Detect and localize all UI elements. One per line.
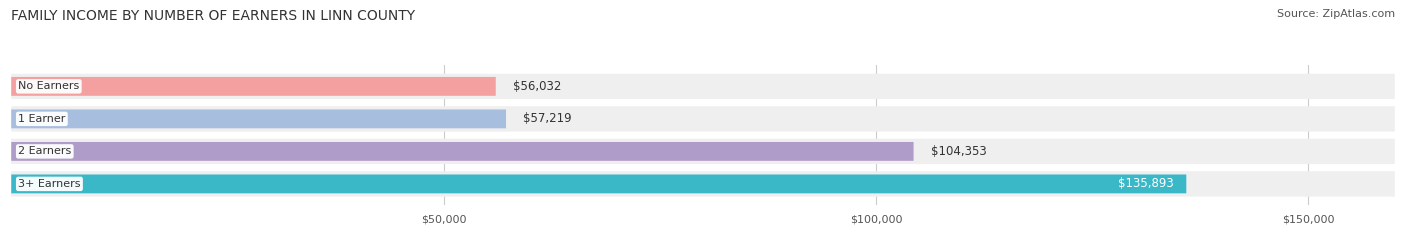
Text: $57,219: $57,219 [523, 112, 572, 125]
FancyBboxPatch shape [11, 74, 1395, 99]
Text: Source: ZipAtlas.com: Source: ZipAtlas.com [1277, 9, 1395, 19]
Text: $104,353: $104,353 [931, 145, 987, 158]
FancyBboxPatch shape [11, 106, 1395, 132]
FancyBboxPatch shape [11, 139, 1395, 164]
FancyBboxPatch shape [11, 171, 1395, 197]
FancyBboxPatch shape [11, 142, 914, 161]
FancyBboxPatch shape [11, 175, 1187, 193]
Text: $56,032: $56,032 [513, 80, 561, 93]
FancyBboxPatch shape [11, 77, 496, 96]
FancyBboxPatch shape [11, 110, 506, 128]
Text: 1 Earner: 1 Earner [18, 114, 66, 124]
Text: FAMILY INCOME BY NUMBER OF EARNERS IN LINN COUNTY: FAMILY INCOME BY NUMBER OF EARNERS IN LI… [11, 9, 415, 23]
Text: 3+ Earners: 3+ Earners [18, 179, 80, 189]
Text: $135,893: $135,893 [1118, 177, 1174, 190]
Text: 2 Earners: 2 Earners [18, 146, 72, 156]
Text: No Earners: No Earners [18, 81, 79, 91]
